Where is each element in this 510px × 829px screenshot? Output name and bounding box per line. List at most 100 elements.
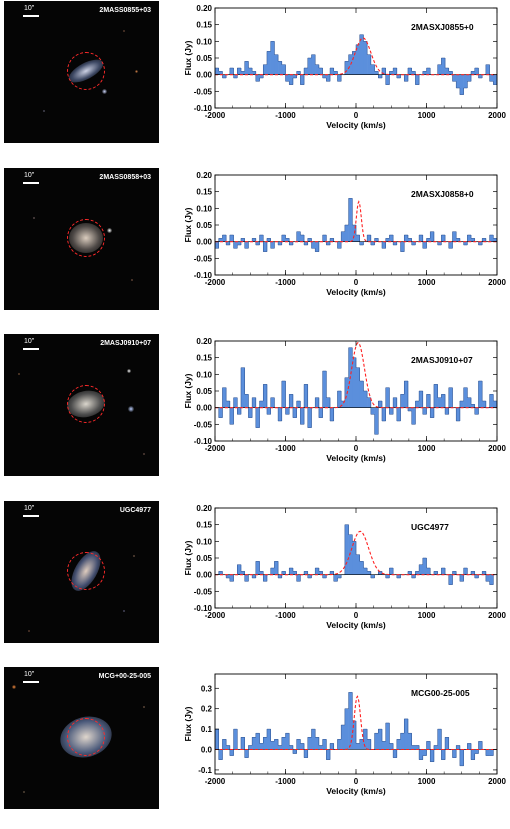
flux-bar bbox=[259, 743, 264, 750]
flux-bar bbox=[244, 394, 249, 408]
flux-bar bbox=[266, 407, 271, 415]
flux-bar bbox=[396, 407, 401, 421]
flux-bar bbox=[304, 749, 309, 758]
y-tick-label: -0.10 bbox=[194, 437, 213, 446]
flux-bar bbox=[259, 74, 264, 78]
flux-bar bbox=[471, 404, 476, 408]
galaxy-name: 2MASS0855+03 bbox=[99, 7, 151, 14]
x-tick-label: 1000 bbox=[418, 777, 436, 786]
star bbox=[106, 227, 112, 233]
flux-bar bbox=[407, 733, 412, 750]
y-tick-label: 0.15 bbox=[196, 21, 212, 30]
flux-bar bbox=[367, 235, 372, 242]
flux-bar bbox=[493, 238, 498, 242]
star bbox=[127, 369, 131, 373]
galaxy-name: UGC4977 bbox=[119, 507, 151, 514]
star bbox=[131, 279, 133, 281]
flux-bar bbox=[252, 737, 257, 750]
flux-bar bbox=[278, 745, 283, 750]
gaussian-fit-line bbox=[215, 342, 497, 409]
flux-bar bbox=[363, 729, 368, 750]
flux-bar bbox=[367, 739, 372, 750]
flux-bar bbox=[463, 387, 468, 408]
y-axis-label: Flux (Jy) bbox=[183, 540, 193, 575]
scale-bar bbox=[23, 681, 39, 683]
flux-bar bbox=[259, 235, 264, 242]
flux-bar bbox=[359, 34, 364, 75]
flux-bar bbox=[467, 743, 472, 750]
flux-bar bbox=[482, 571, 487, 575]
y-axis-label: Flux (Jy) bbox=[183, 706, 193, 741]
flux-bar bbox=[437, 397, 442, 408]
flux-bar bbox=[304, 68, 309, 75]
flux-bar bbox=[248, 68, 253, 75]
flux-bar bbox=[404, 381, 409, 408]
flux-bar bbox=[215, 241, 220, 249]
flux-bar bbox=[478, 741, 483, 750]
scale-bar bbox=[23, 348, 39, 350]
flux-bar bbox=[489, 394, 494, 408]
flux-bar bbox=[471, 749, 476, 760]
flux-bar bbox=[378, 571, 383, 575]
flux-bar bbox=[285, 238, 290, 242]
y-tick-label: 0.00 bbox=[196, 238, 212, 247]
flux-bar bbox=[252, 397, 257, 408]
flux-bar bbox=[478, 381, 483, 408]
flux-bar bbox=[385, 574, 390, 578]
flux-bar bbox=[248, 407, 253, 418]
flux-bar bbox=[363, 568, 368, 575]
x-tick-label: 2000 bbox=[488, 444, 506, 453]
flux-bar bbox=[296, 71, 301, 75]
flux-bar bbox=[229, 407, 234, 425]
flux-bar bbox=[222, 235, 227, 242]
flux-bar bbox=[407, 407, 412, 411]
flux-bar bbox=[482, 401, 487, 408]
galaxy-image-panel: 10" 2MASS0858+03 bbox=[4, 168, 159, 310]
flux-bar bbox=[233, 74, 238, 78]
flux-bar bbox=[467, 397, 472, 408]
aperture-circle bbox=[67, 52, 105, 90]
flux-bar bbox=[448, 574, 453, 585]
star bbox=[23, 791, 25, 793]
flux-bar bbox=[459, 74, 464, 95]
flux-bar bbox=[374, 71, 379, 75]
flux-bar bbox=[389, 568, 394, 575]
flux-bar bbox=[270, 41, 275, 75]
flux-bar bbox=[352, 51, 357, 75]
flux-bar bbox=[411, 407, 416, 425]
flux-bar bbox=[348, 692, 353, 750]
flux-bar bbox=[378, 401, 383, 408]
flux-bar bbox=[422, 71, 427, 75]
flux-bar bbox=[426, 741, 431, 750]
flux-bar bbox=[474, 574, 479, 578]
flux-bar bbox=[281, 737, 286, 750]
x-tick-label: 2000 bbox=[488, 111, 506, 120]
spectrum-plot: 0.20 0.15 0.10 0.05 0.00 -0.05 -0.10-2000 -1000… bbox=[183, 337, 506, 463]
flux-bar bbox=[348, 534, 353, 575]
flux-bar bbox=[289, 745, 294, 750]
flux-bar bbox=[341, 231, 346, 242]
flux-bar bbox=[363, 391, 368, 408]
y-tick-label: 0.2 bbox=[201, 705, 213, 714]
flux-bar bbox=[330, 238, 335, 242]
y-tick-label: 0.00 bbox=[196, 571, 212, 580]
scale-bar bbox=[23, 15, 39, 17]
flux-bar bbox=[244, 574, 249, 582]
aperture-circle bbox=[67, 552, 105, 590]
flux-bar bbox=[278, 241, 283, 245]
flux-bar bbox=[226, 241, 231, 245]
flux-bar bbox=[304, 384, 309, 408]
flux-bar bbox=[344, 524, 349, 575]
flux-bar bbox=[300, 74, 305, 85]
flux-bar bbox=[233, 729, 238, 750]
flux-bar bbox=[485, 574, 490, 582]
flux-bar bbox=[248, 745, 253, 750]
flux-bar bbox=[400, 394, 405, 408]
flux-bar bbox=[404, 235, 409, 242]
flux-bar bbox=[493, 74, 498, 85]
flux-bar bbox=[218, 71, 223, 75]
flux-bar bbox=[467, 235, 472, 242]
flux-bar bbox=[396, 74, 401, 78]
flux-bar bbox=[244, 749, 249, 758]
flux-bar bbox=[374, 407, 379, 435]
